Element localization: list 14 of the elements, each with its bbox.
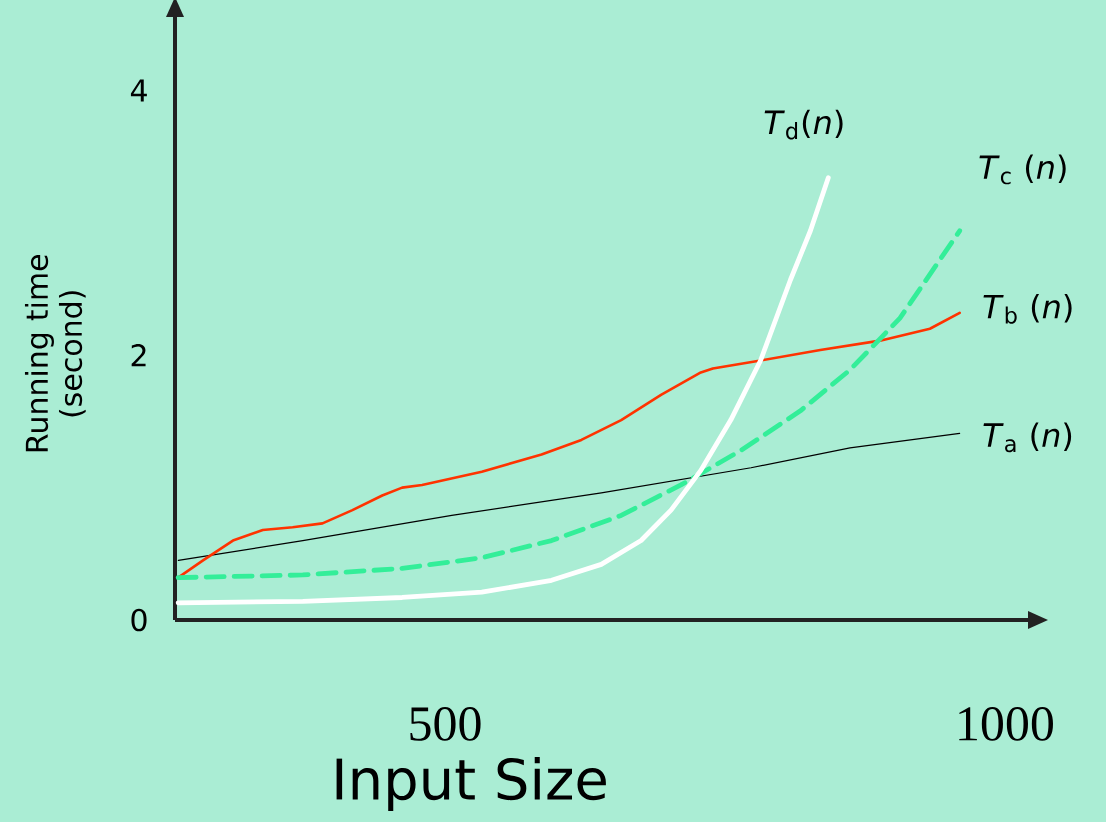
y-tick-label: 4: [130, 79, 147, 102]
series-label: T$_{d}$(n): [764, 109, 843, 140]
series-label: T$_{a}$ (n): [983, 422, 1072, 453]
line-series: [175, 228, 963, 581]
x-axis-title: Input Size: [336, 756, 606, 812]
line-series: [175, 175, 831, 606]
y-tick-label: 0: [131, 608, 147, 632]
line-series: [177, 432, 961, 562]
x-tick-label: 500: [410, 707, 481, 741]
y-axis-title: Running time (second): [24, 255, 86, 452]
series-label: T$_{b}$ (n): [983, 293, 1072, 324]
series-label: T$_{c}$ (n): [979, 154, 1066, 185]
x-tick-label: 1000: [959, 707, 1053, 741]
y-tick-label: 2: [131, 344, 146, 367]
